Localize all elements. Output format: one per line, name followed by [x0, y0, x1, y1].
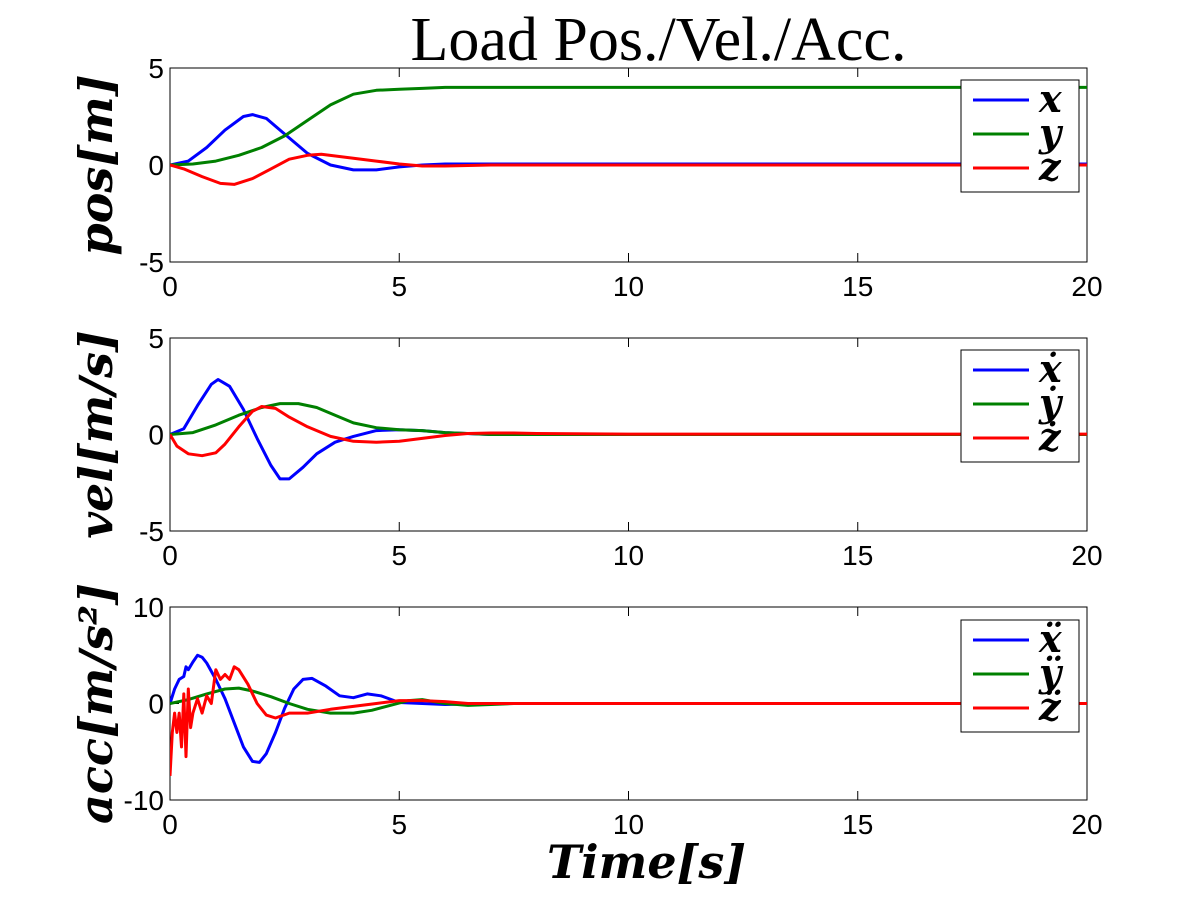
- y-tick-label: -10: [124, 785, 164, 816]
- legend-label: ẏ: [1038, 380, 1064, 425]
- legend-label: y: [1038, 110, 1064, 155]
- series-line-3: [170, 405, 1087, 458]
- y-tick-label: 5: [148, 323, 164, 354]
- legend-label: ÿ: [1038, 650, 1064, 695]
- series-line-1: [170, 653, 1087, 764]
- x-tick-label: 20: [1071, 809, 1102, 840]
- x-tick-label: 10: [613, 271, 644, 302]
- chart-title: Load Pos./Vel./Acc.: [411, 6, 907, 74]
- x-tick-label: 5: [391, 809, 407, 840]
- legend-label: ẍ: [1038, 616, 1063, 661]
- x-tick-label: 5: [391, 540, 407, 571]
- y-axis-label: pos[m]: [69, 75, 123, 256]
- x-axis-label: Time[s]: [547, 835, 746, 889]
- y-tick-label: 0: [148, 689, 164, 720]
- legend-label: ẋ: [1038, 346, 1063, 391]
- x-tick-label: 5: [391, 271, 407, 302]
- y-tick-label: -5: [139, 516, 164, 547]
- y-tick-label: 0: [148, 150, 164, 181]
- y-tick-label: 0: [148, 420, 164, 451]
- x-tick-label: 10: [613, 540, 644, 571]
- legend-label: z̈: [1038, 684, 1062, 729]
- y-tick-label: 5: [148, 53, 164, 84]
- series-line-3: [170, 665, 1087, 776]
- y-axis-label: vel[m/s]: [69, 330, 123, 538]
- x-tick-label: 0: [162, 540, 178, 571]
- y-tick-label: 10: [133, 592, 164, 623]
- x-tick-label: 0: [162, 809, 178, 840]
- x-tick-label: 20: [1071, 271, 1102, 302]
- legend: ẋẏż: [960, 346, 1080, 463]
- series-line-2: [170, 85, 1087, 167]
- legend-label: ż: [1038, 414, 1062, 459]
- x-tick-label: 10: [613, 809, 644, 840]
- series-line-3: [170, 152, 1087, 186]
- x-tick-label: 20: [1071, 540, 1102, 571]
- legend-label: z: [1038, 144, 1062, 189]
- y-tick-label: -5: [139, 247, 164, 278]
- x-tick-label: 15: [842, 271, 873, 302]
- x-tick-label: 0: [162, 271, 178, 302]
- legend: xyz: [960, 76, 1080, 193]
- legend-label: x: [1038, 76, 1063, 121]
- x-tick-label: 15: [842, 540, 873, 571]
- legend: ẍÿz̈: [960, 616, 1080, 733]
- y-axis-label: acc[m/s²]: [69, 583, 123, 824]
- x-tick-label: 15: [842, 809, 873, 840]
